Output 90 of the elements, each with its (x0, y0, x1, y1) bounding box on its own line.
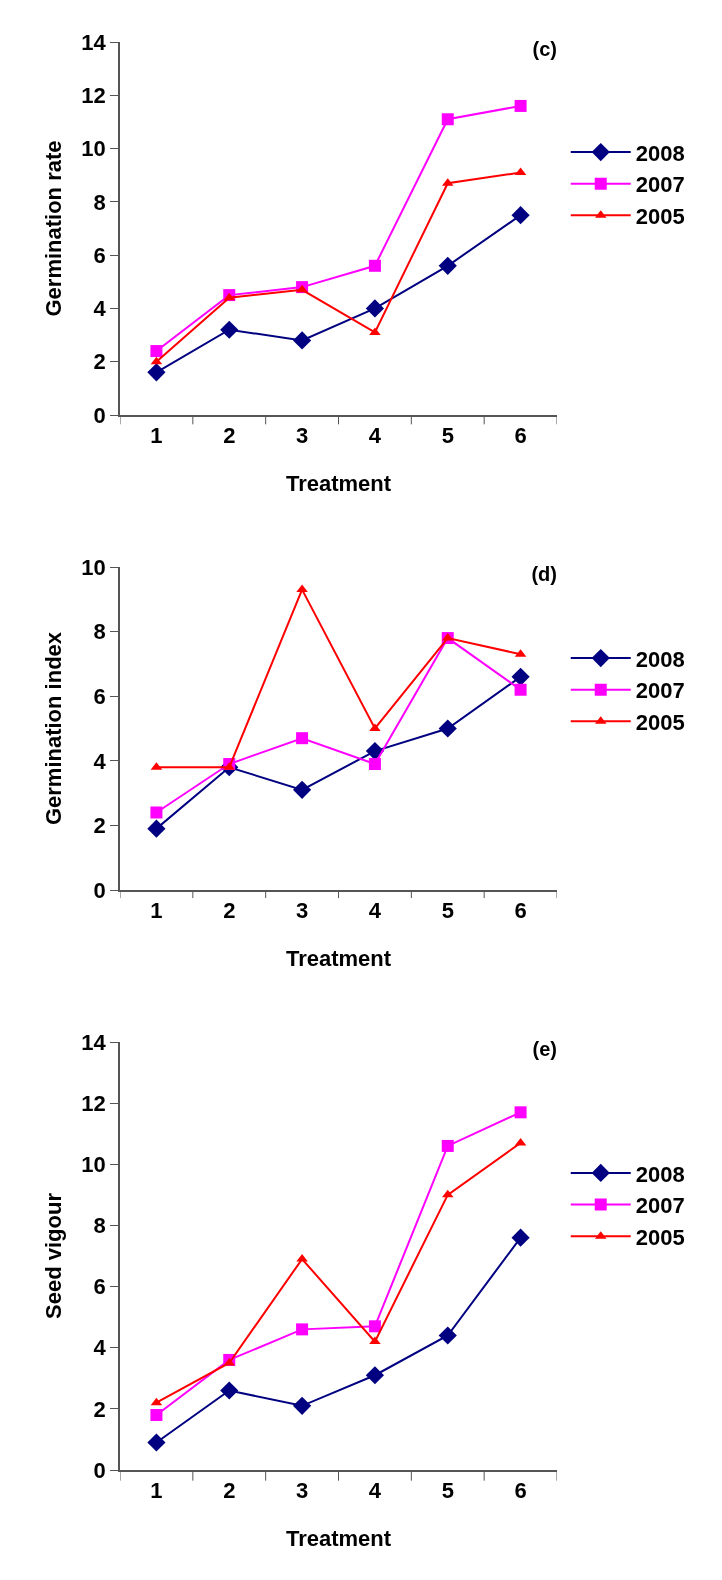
x-axis-title: Treatment (285, 470, 392, 496)
x-tick-label: 5 (441, 1478, 454, 1504)
x-tick-label: 1 (150, 898, 163, 924)
point (511, 206, 530, 225)
y-tick-label: 14 (81, 1029, 107, 1055)
point (368, 1320, 381, 1333)
y-tick-label: 12 (81, 1090, 106, 1116)
point (365, 742, 385, 761)
x-tick-label: 1 (150, 1478, 163, 1504)
chart-title: (d) (531, 563, 557, 585)
chart-title: (e) (532, 1038, 557, 1060)
point (220, 320, 239, 339)
point (514, 99, 527, 112)
y-tick-label: 8 (93, 1213, 106, 1239)
legend-label: 2007 (635, 1193, 685, 1219)
point (296, 732, 309, 745)
point (292, 1396, 312, 1415)
point (147, 819, 166, 838)
y-tick-label: 4 (93, 748, 107, 774)
point (511, 1228, 530, 1247)
y-tick-label: 6 (93, 242, 106, 268)
y-tick-label: 0 (93, 1457, 106, 1483)
x-axis-title: Treatment (285, 945, 392, 971)
point (441, 113, 454, 126)
point (514, 1106, 527, 1119)
y-axis-title: Germination rate (40, 140, 66, 317)
x-tick-label: 5 (441, 423, 454, 449)
y-tick-label: 8 (93, 189, 106, 215)
legend-label: 2005 (635, 709, 685, 735)
y-tick-label: 10 (81, 554, 106, 580)
point (365, 1366, 385, 1385)
legend-label: 2005 (635, 1224, 685, 1250)
point (147, 363, 166, 382)
y-tick-label: 0 (93, 402, 106, 428)
point (511, 667, 530, 686)
point (369, 1336, 381, 1345)
point (292, 780, 312, 799)
legend-label: 2007 (635, 172, 685, 198)
x-tick-label: 4 (368, 1478, 382, 1504)
x-tick-label: 5 (441, 898, 454, 924)
point (438, 719, 457, 738)
legend-label: 2005 (635, 203, 685, 229)
x-tick-label: 3 (295, 898, 309, 924)
legend-label: 2008 (635, 1161, 685, 1187)
y-axis-title: Germination index (40, 631, 66, 826)
y-axis-title: Seed vigour (40, 1192, 66, 1319)
point (438, 256, 457, 275)
y-tick-label: 8 (93, 619, 106, 645)
point (292, 331, 312, 350)
y-tick-label: 10 (81, 136, 106, 162)
point (368, 758, 381, 771)
point (438, 1326, 457, 1345)
x-tick-label: 6 (514, 898, 527, 924)
chart-title: (c) (532, 38, 557, 60)
point (296, 1323, 309, 1336)
x-axis-title: Treatment (285, 1525, 392, 1551)
legend-label: 2008 (635, 140, 685, 166)
y-tick-label: 4 (93, 296, 107, 322)
point (150, 1408, 163, 1421)
y-tick-label: 6 (93, 683, 106, 709)
x-tick-label: 3 (295, 1478, 309, 1504)
y-tick-label: 2 (93, 1396, 106, 1422)
point (220, 1381, 239, 1400)
y-tick-label: 2 (93, 813, 106, 839)
point (441, 1139, 454, 1152)
y-tick-label: 0 (93, 877, 106, 903)
y-tick-label: 14 (81, 29, 107, 55)
point (368, 259, 381, 272)
x-tick-label: 6 (514, 1478, 527, 1504)
point (514, 683, 527, 696)
x-tick-label: 4 (368, 898, 382, 924)
legend-label: 2007 (635, 678, 685, 704)
point (150, 806, 163, 819)
y-tick-label: 2 (93, 349, 106, 375)
x-tick-label: 2 (223, 423, 236, 449)
point (150, 345, 163, 358)
x-tick-label: 6 (514, 423, 527, 449)
point (296, 584, 308, 593)
legend-label: 2008 (635, 646, 685, 672)
x-tick-label: 1 (150, 423, 163, 449)
y-tick-label: 10 (81, 1151, 106, 1177)
x-tick-label: 2 (223, 1478, 236, 1504)
y-tick-label: 4 (93, 1335, 107, 1361)
x-tick-label: 2 (223, 898, 236, 924)
x-tick-label: 4 (368, 423, 382, 449)
y-tick-label: 6 (93, 1274, 106, 1300)
point (147, 1433, 166, 1452)
x-tick-label: 3 (295, 423, 309, 449)
y-tick-label: 12 (81, 82, 106, 108)
point (365, 299, 385, 318)
